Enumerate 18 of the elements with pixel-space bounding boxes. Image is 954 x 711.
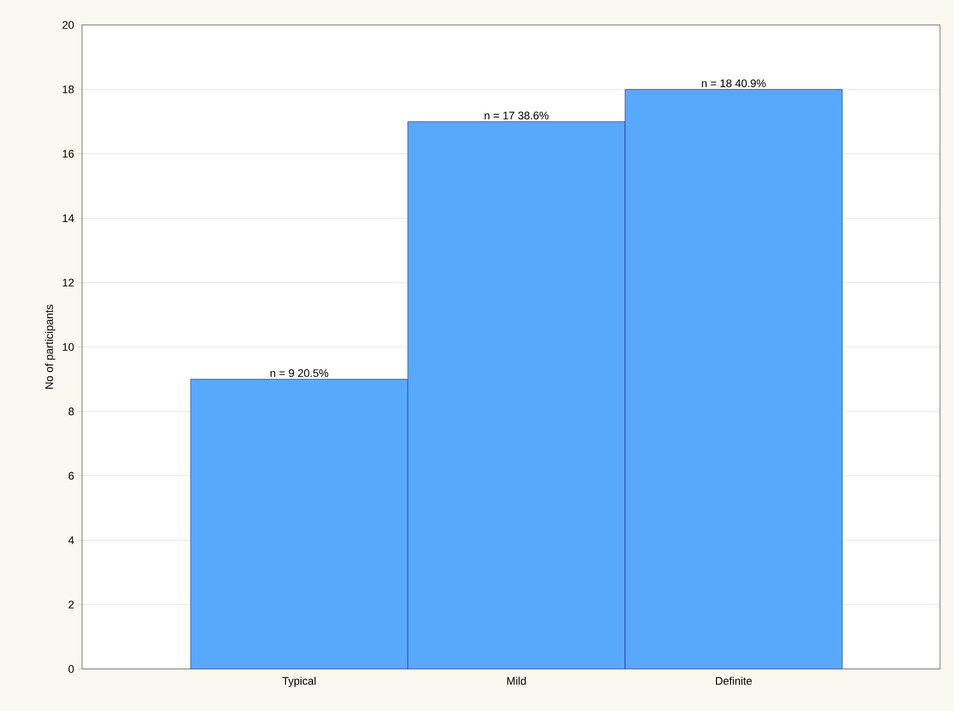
- data-label: n = 18 40.9%: [702, 79, 766, 88]
- y-tick-label: 14: [62, 214, 74, 222]
- y-tick-label: 12: [62, 278, 74, 286]
- y-tick-label: 20: [62, 21, 74, 29]
- x-tick-label: Typical: [282, 676, 316, 687]
- x-tick-label: Definite: [716, 676, 752, 685]
- y-axis-title: No of participants: [44, 304, 56, 389]
- y-tick-label: 18: [62, 86, 74, 94]
- y-tick-label: 8: [68, 408, 74, 416]
- y-tick-label: 6: [68, 472, 74, 480]
- y-tick-label: 10: [62, 343, 74, 351]
- data-label: n = 9 20.5%: [270, 369, 328, 377]
- data-label: n = 17 38.6%: [484, 112, 548, 120]
- y-tick-label: 2: [68, 600, 74, 608]
- y-tick-label: 4: [68, 536, 74, 544]
- x-tick-label: Mild: [507, 676, 526, 685]
- y-tick-label: 16: [62, 150, 74, 158]
- y-tick-label: 0: [68, 665, 74, 673]
